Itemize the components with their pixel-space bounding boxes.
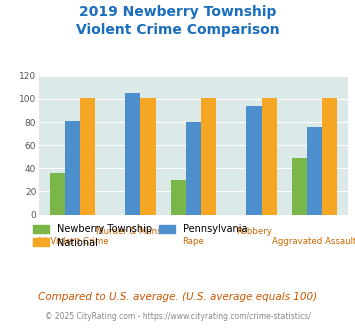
Bar: [65, 121, 80, 214]
Text: Violent Crime Comparison: Violent Crime Comparison: [76, 23, 279, 37]
Bar: [50, 173, 65, 214]
Bar: [201, 98, 216, 214]
Bar: [80, 98, 95, 214]
Text: Aggravated Assault: Aggravated Assault: [272, 237, 355, 246]
Bar: [322, 98, 337, 214]
Text: All Violent Crime: All Violent Crime: [37, 237, 108, 246]
Bar: [246, 106, 262, 214]
Legend: Newberry Township, National, Pennsylvania: Newberry Township, National, Pennsylvani…: [33, 224, 247, 248]
Text: © 2025 CityRating.com - https://www.cityrating.com/crime-statistics/: © 2025 CityRating.com - https://www.city…: [45, 312, 310, 321]
Bar: [125, 93, 141, 214]
Bar: [292, 158, 307, 214]
Text: Rape: Rape: [182, 237, 204, 246]
Text: Robbery: Robbery: [236, 227, 272, 236]
Bar: [307, 127, 322, 214]
Bar: [262, 98, 277, 214]
Bar: [141, 98, 155, 214]
Text: Murder & Mans...: Murder & Mans...: [96, 227, 170, 236]
Bar: [171, 180, 186, 214]
Text: Compared to U.S. average. (U.S. average equals 100): Compared to U.S. average. (U.S. average …: [38, 292, 317, 302]
Text: 2019 Newberry Township: 2019 Newberry Township: [79, 5, 276, 19]
Bar: [186, 122, 201, 214]
